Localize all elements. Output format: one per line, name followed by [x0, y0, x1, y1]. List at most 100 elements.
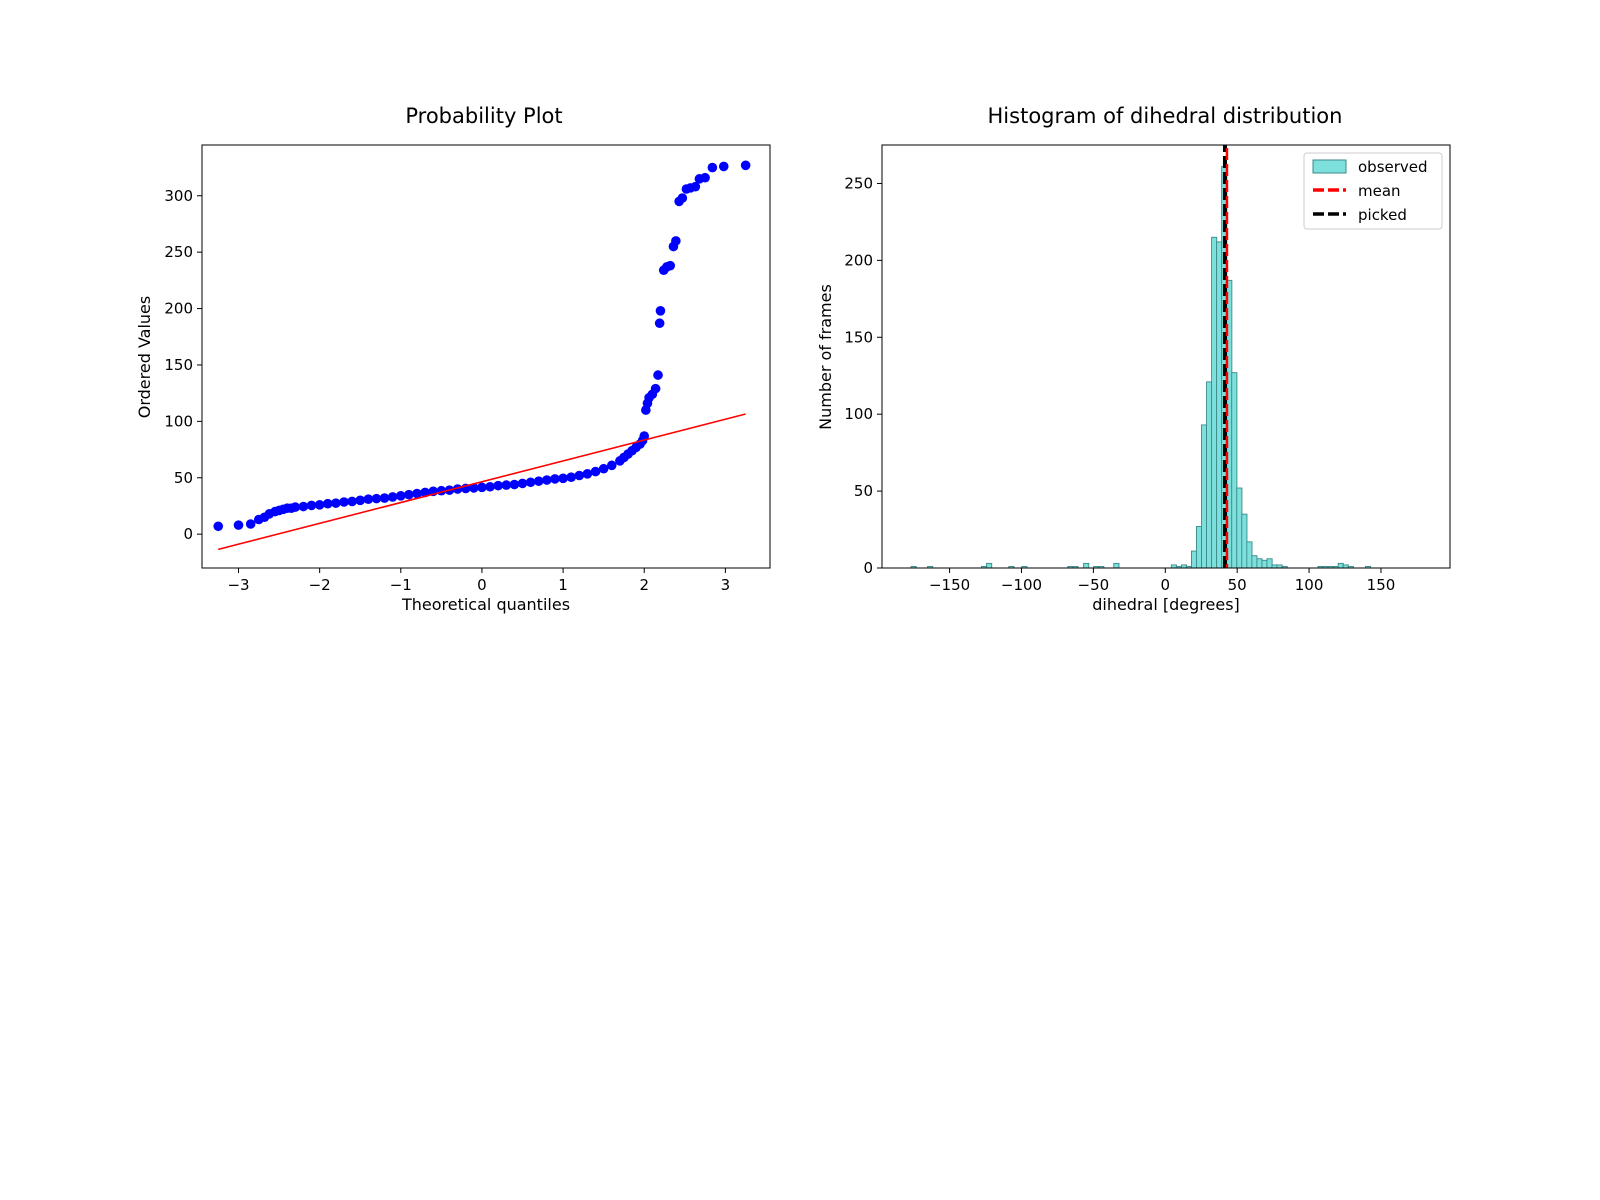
qq-point	[677, 193, 688, 203]
qq-point	[718, 161, 729, 172]
probability-plot-marks	[213, 160, 751, 551]
x-tick-label: −3	[227, 576, 249, 594]
histogram-bar	[1201, 424, 1208, 569]
qq-point	[306, 500, 317, 511]
qq-point	[363, 494, 374, 504]
qq-point	[339, 497, 349, 507]
histogram-y-ticks: 0 50 100 150 200 250	[844, 174, 882, 577]
qq-point	[525, 477, 536, 488]
qq-point	[298, 501, 309, 512]
probability-plot-y-ticks: 0 50 100 150 200 250 300	[164, 187, 202, 543]
qq-point	[590, 466, 601, 477]
histogram-bar	[1251, 555, 1258, 569]
histogram-x-ticks: −150 −100 −50 0 50 100 150	[929, 568, 1395, 594]
y-tick-label: 300	[164, 187, 193, 205]
y-tick-label: 200	[844, 251, 873, 269]
x-tick-label: −1	[390, 576, 412, 594]
qq-point	[245, 519, 256, 529]
qq-point	[653, 370, 663, 380]
x-tick-label: 150	[1367, 576, 1396, 594]
probability-plot-x-ticks: −3 −2 −1 0 1 2 3	[227, 568, 730, 594]
histogram-bar	[1083, 562, 1090, 569]
histogram-bar	[1256, 558, 1263, 569]
qq-point	[396, 491, 406, 501]
qq-point	[387, 492, 398, 502]
qq-point	[485, 481, 495, 492]
histogram-bar	[1206, 381, 1213, 569]
qq-point	[740, 160, 751, 171]
probability-plot-frame	[201, 144, 771, 569]
qq-point	[371, 493, 382, 504]
histogram-panel: Histogram of dihedral distribution −150 −…	[816, 104, 1451, 614]
qq-point	[582, 469, 593, 479]
y-tick-label: 150	[844, 328, 873, 346]
x-tick-label: −100	[1001, 576, 1042, 594]
x-tick-label: −2	[309, 576, 331, 594]
y-tick-label: 250	[844, 174, 873, 192]
histogram-bar	[1246, 541, 1253, 569]
y-tick-label: 100	[844, 405, 873, 423]
qq-point	[598, 463, 609, 474]
qq-point	[314, 500, 325, 510]
qq-point	[501, 480, 512, 490]
qq-point	[420, 487, 430, 498]
qq-point	[650, 383, 661, 394]
qq-point	[574, 470, 585, 481]
y-tick-label: 200	[164, 300, 193, 318]
histogram-bar	[1211, 236, 1218, 569]
qq-fit-line	[218, 413, 746, 551]
x-tick-label: 50	[1228, 576, 1247, 594]
x-tick-label: 0	[477, 576, 487, 594]
histogram-bar	[1196, 526, 1203, 569]
histogram-bar	[1236, 487, 1243, 569]
qq-point	[606, 460, 617, 471]
probability-plot-panel: Probability Plot −3 −2 −1 0 1 2 3 0 50 100 150 200…	[135, 104, 771, 614]
legend-label-picked: picked	[1358, 206, 1407, 224]
qq-point	[654, 318, 665, 329]
y-tick-label: 250	[164, 243, 193, 261]
qq-point	[379, 493, 390, 503]
y-tick-label: 50	[174, 469, 193, 487]
x-tick-label: 3	[721, 576, 731, 594]
qq-point	[213, 521, 224, 532]
probability-plot-x-label: Theoretical quantiles	[401, 595, 570, 614]
histogram-bar	[1113, 562, 1120, 569]
qq-point	[550, 474, 560, 484]
x-tick-label: −50	[1078, 576, 1110, 594]
x-tick-label: 1	[558, 576, 568, 594]
x-tick-label: −150	[929, 576, 970, 594]
qq-point	[665, 260, 675, 271]
y-tick-label: 0	[863, 559, 873, 577]
histogram-bar	[1261, 559, 1268, 569]
qq-point	[533, 476, 544, 486]
histogram-bar	[1191, 550, 1198, 569]
qq-point	[509, 479, 520, 490]
qq-point	[477, 482, 487, 493]
probability-plot-title: Probability Plot	[405, 104, 562, 128]
histogram-legend: observed mean picked	[1303, 152, 1443, 230]
qq-point	[347, 496, 357, 507]
histogram-bar	[1241, 513, 1248, 569]
x-tick-label: 2	[639, 576, 649, 594]
histogram-y-label: Number of frames	[816, 284, 835, 430]
qq-point	[671, 236, 681, 246]
qq-point	[290, 502, 301, 512]
qq-point	[566, 472, 576, 482]
histogram-bar	[1337, 562, 1344, 569]
histogram-x-label: dihedral [degrees]	[1092, 595, 1240, 614]
qq-point	[233, 520, 244, 530]
y-tick-label: 50	[854, 482, 873, 500]
qq-point	[331, 498, 341, 508]
qq-point	[707, 162, 718, 173]
histogram-title: Histogram of dihedral distribution	[988, 104, 1343, 128]
histogram-marks	[910, 145, 1372, 569]
histogram-bar	[1266, 558, 1273, 569]
qq-point	[542, 475, 552, 485]
x-tick-label: 100	[1295, 576, 1324, 594]
qq-point	[700, 172, 710, 183]
legend-label-mean: mean	[1358, 182, 1401, 200]
qq-point	[690, 181, 701, 192]
legend-swatch-observed	[1312, 159, 1347, 174]
histogram-bar	[1231, 372, 1238, 569]
